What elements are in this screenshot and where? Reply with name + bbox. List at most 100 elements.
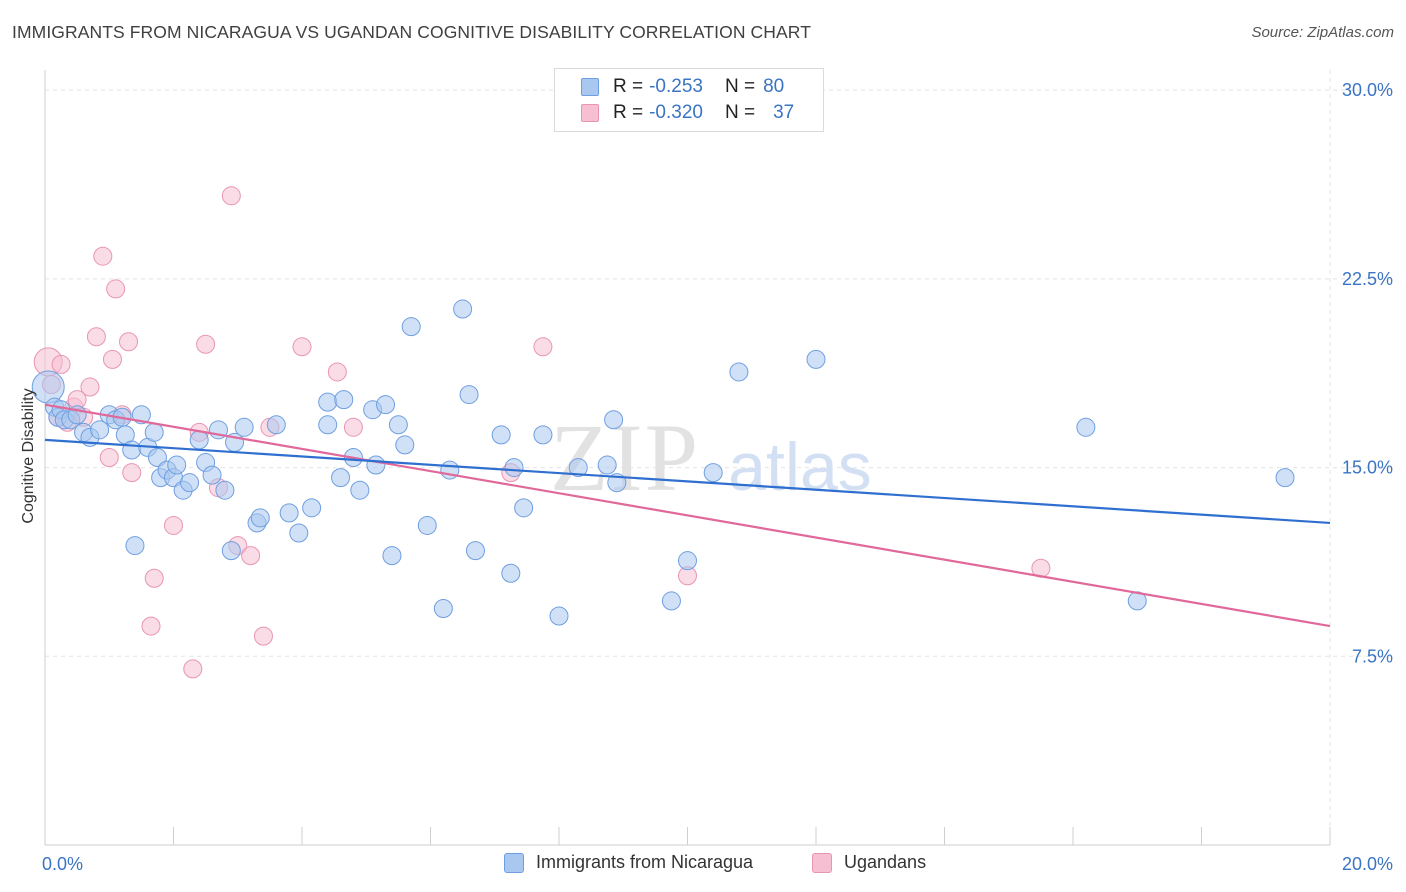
data-point-nicaragua	[167, 455, 187, 475]
series-legend: Immigrants from Nicaragua Ugandans	[0, 852, 1406, 878]
data-point-ugandans	[141, 616, 161, 636]
data-point-ugandans	[106, 279, 126, 299]
axes	[44, 70, 1331, 846]
data-point-nicaragua	[514, 498, 534, 518]
trend-lines	[44, 403, 1331, 628]
data-point-nicaragua	[661, 591, 681, 611]
data-point-nicaragua	[202, 465, 222, 485]
data-point-nicaragua	[504, 458, 524, 478]
data-point-nicaragua	[597, 455, 617, 475]
data-point-nicaragua	[465, 541, 485, 561]
x-tick-label: 0.0%	[42, 854, 83, 874]
watermark: ZIP atlas	[550, 404, 872, 511]
data-point-nicaragua	[604, 410, 624, 430]
data-point-nicaragua	[350, 480, 370, 500]
data-point-ugandans	[327, 362, 347, 382]
data-point-ugandans	[183, 659, 203, 679]
data-point-nicaragua	[180, 473, 200, 493]
data-point-ugandans	[93, 246, 113, 266]
data-point-nicaragua	[806, 349, 826, 369]
data-point-nicaragua	[491, 425, 511, 445]
data-point-ugandans	[80, 377, 100, 397]
data-point-nicaragua	[144, 422, 164, 442]
data-point-ugandans	[99, 448, 119, 467]
x-tick-label: 20.0%	[1342, 854, 1393, 874]
trend-line-nicaragua	[44, 438, 1331, 525]
legend-n-value: 80	[763, 76, 785, 97]
data-point-ugandans	[51, 354, 71, 374]
data-point-nicaragua	[568, 458, 588, 478]
data-point-nicaragua	[729, 362, 749, 382]
legend-item-nicaragua: Immigrants from Nicaragua	[504, 852, 753, 873]
legend-n-value: 37	[773, 102, 795, 123]
x-tick-labels: 0.0% 20.0%	[42, 854, 1393, 874]
data-point-nicaragua	[453, 299, 473, 319]
legend-swatch-blue	[581, 78, 599, 96]
legend-swatch-blue	[504, 852, 524, 873]
data-point-nicaragua	[678, 551, 697, 571]
data-point-nicaragua	[279, 503, 299, 523]
legend-r-label: R =	[613, 76, 644, 97]
legend-r-label: R =	[613, 102, 644, 123]
data-point-nicaragua	[1076, 417, 1096, 437]
watermark-atlas: atlas	[728, 429, 872, 505]
data-point-nicaragua	[125, 536, 145, 556]
data-point-nicaragua	[334, 390, 354, 410]
data-point-nicaragua	[215, 480, 235, 500]
data-point-nicaragua	[189, 430, 209, 450]
data-point-nicaragua	[147, 448, 167, 467]
grid-lines	[45, 70, 1392, 845]
data-point-nicaragua	[122, 440, 142, 460]
data-point-nicaragua	[433, 598, 453, 618]
data-point-ugandans	[102, 349, 122, 369]
data-point-nicaragua	[366, 455, 386, 475]
data-point-nicaragua	[90, 420, 110, 440]
data-point-nicaragua	[1275, 468, 1295, 488]
legend-row-nicaragua: R = -0.253 N = 80	[581, 75, 784, 99]
y-tick-label: 15.0%	[1342, 458, 1393, 478]
correlation-legend: R = -0.253 N = 80 R = -0.320 N = 37	[554, 68, 824, 132]
data-point-nicaragua	[388, 415, 408, 435]
data-point-ugandans	[221, 186, 241, 206]
data-point-ugandans	[533, 337, 553, 357]
data-point-ugandans	[292, 337, 312, 357]
legend-label-nicaragua: Immigrants from Nicaragua	[536, 852, 754, 872]
y-tick-labels: 7.5% 15.0% 22.5% 30.0%	[1342, 80, 1393, 666]
data-point-ugandans	[241, 546, 261, 566]
y-axis-label: Cognitive Disability	[20, 388, 37, 523]
data-point-nicaragua	[331, 468, 351, 488]
data-point-nicaragua	[31, 370, 65, 404]
data-point-nicaragua	[703, 463, 723, 483]
data-point-nicaragua	[533, 425, 553, 445]
legend-item-ugandans: Ugandans	[812, 852, 926, 873]
data-point-nicaragua	[376, 395, 396, 415]
data-point-nicaragua	[302, 498, 322, 518]
chart-title: IMMIGRANTS FROM NICARAGUA VS UGANDAN COG…	[12, 22, 811, 42]
watermark-zip: ZIP	[550, 404, 700, 511]
legend-swatch-pink	[812, 852, 832, 873]
data-point-ugandans	[196, 334, 216, 354]
data-point-nicaragua	[501, 563, 521, 583]
legend-label-ugandans: Ugandans	[844, 852, 927, 872]
data-point-nicaragua	[395, 435, 415, 455]
data-point-ugandans	[86, 327, 106, 347]
y-tick-label: 22.5%	[1342, 269, 1393, 289]
data-point-ugandans	[122, 463, 142, 483]
data-point-nicaragua	[318, 415, 338, 435]
chart-source: Source: ZipAtlas.com	[1251, 24, 1394, 41]
data-point-nicaragua	[250, 508, 270, 528]
y-tick-label: 7.5%	[1352, 646, 1393, 666]
legend-r-value: -0.253	[649, 76, 703, 97]
data-point-nicaragua	[417, 515, 437, 535]
data-point-nicaragua	[382, 546, 402, 566]
legend-n-label: N =	[724, 102, 756, 123]
data-point-ugandans	[119, 332, 139, 352]
data-point-nicaragua	[289, 523, 309, 543]
series-ugandans-points	[33, 186, 1051, 679]
legend-swatch-pink	[581, 104, 599, 122]
data-point-ugandans	[144, 568, 164, 588]
data-point-ugandans	[253, 626, 273, 646]
data-point-nicaragua	[459, 385, 479, 405]
data-point-nicaragua	[221, 541, 241, 561]
